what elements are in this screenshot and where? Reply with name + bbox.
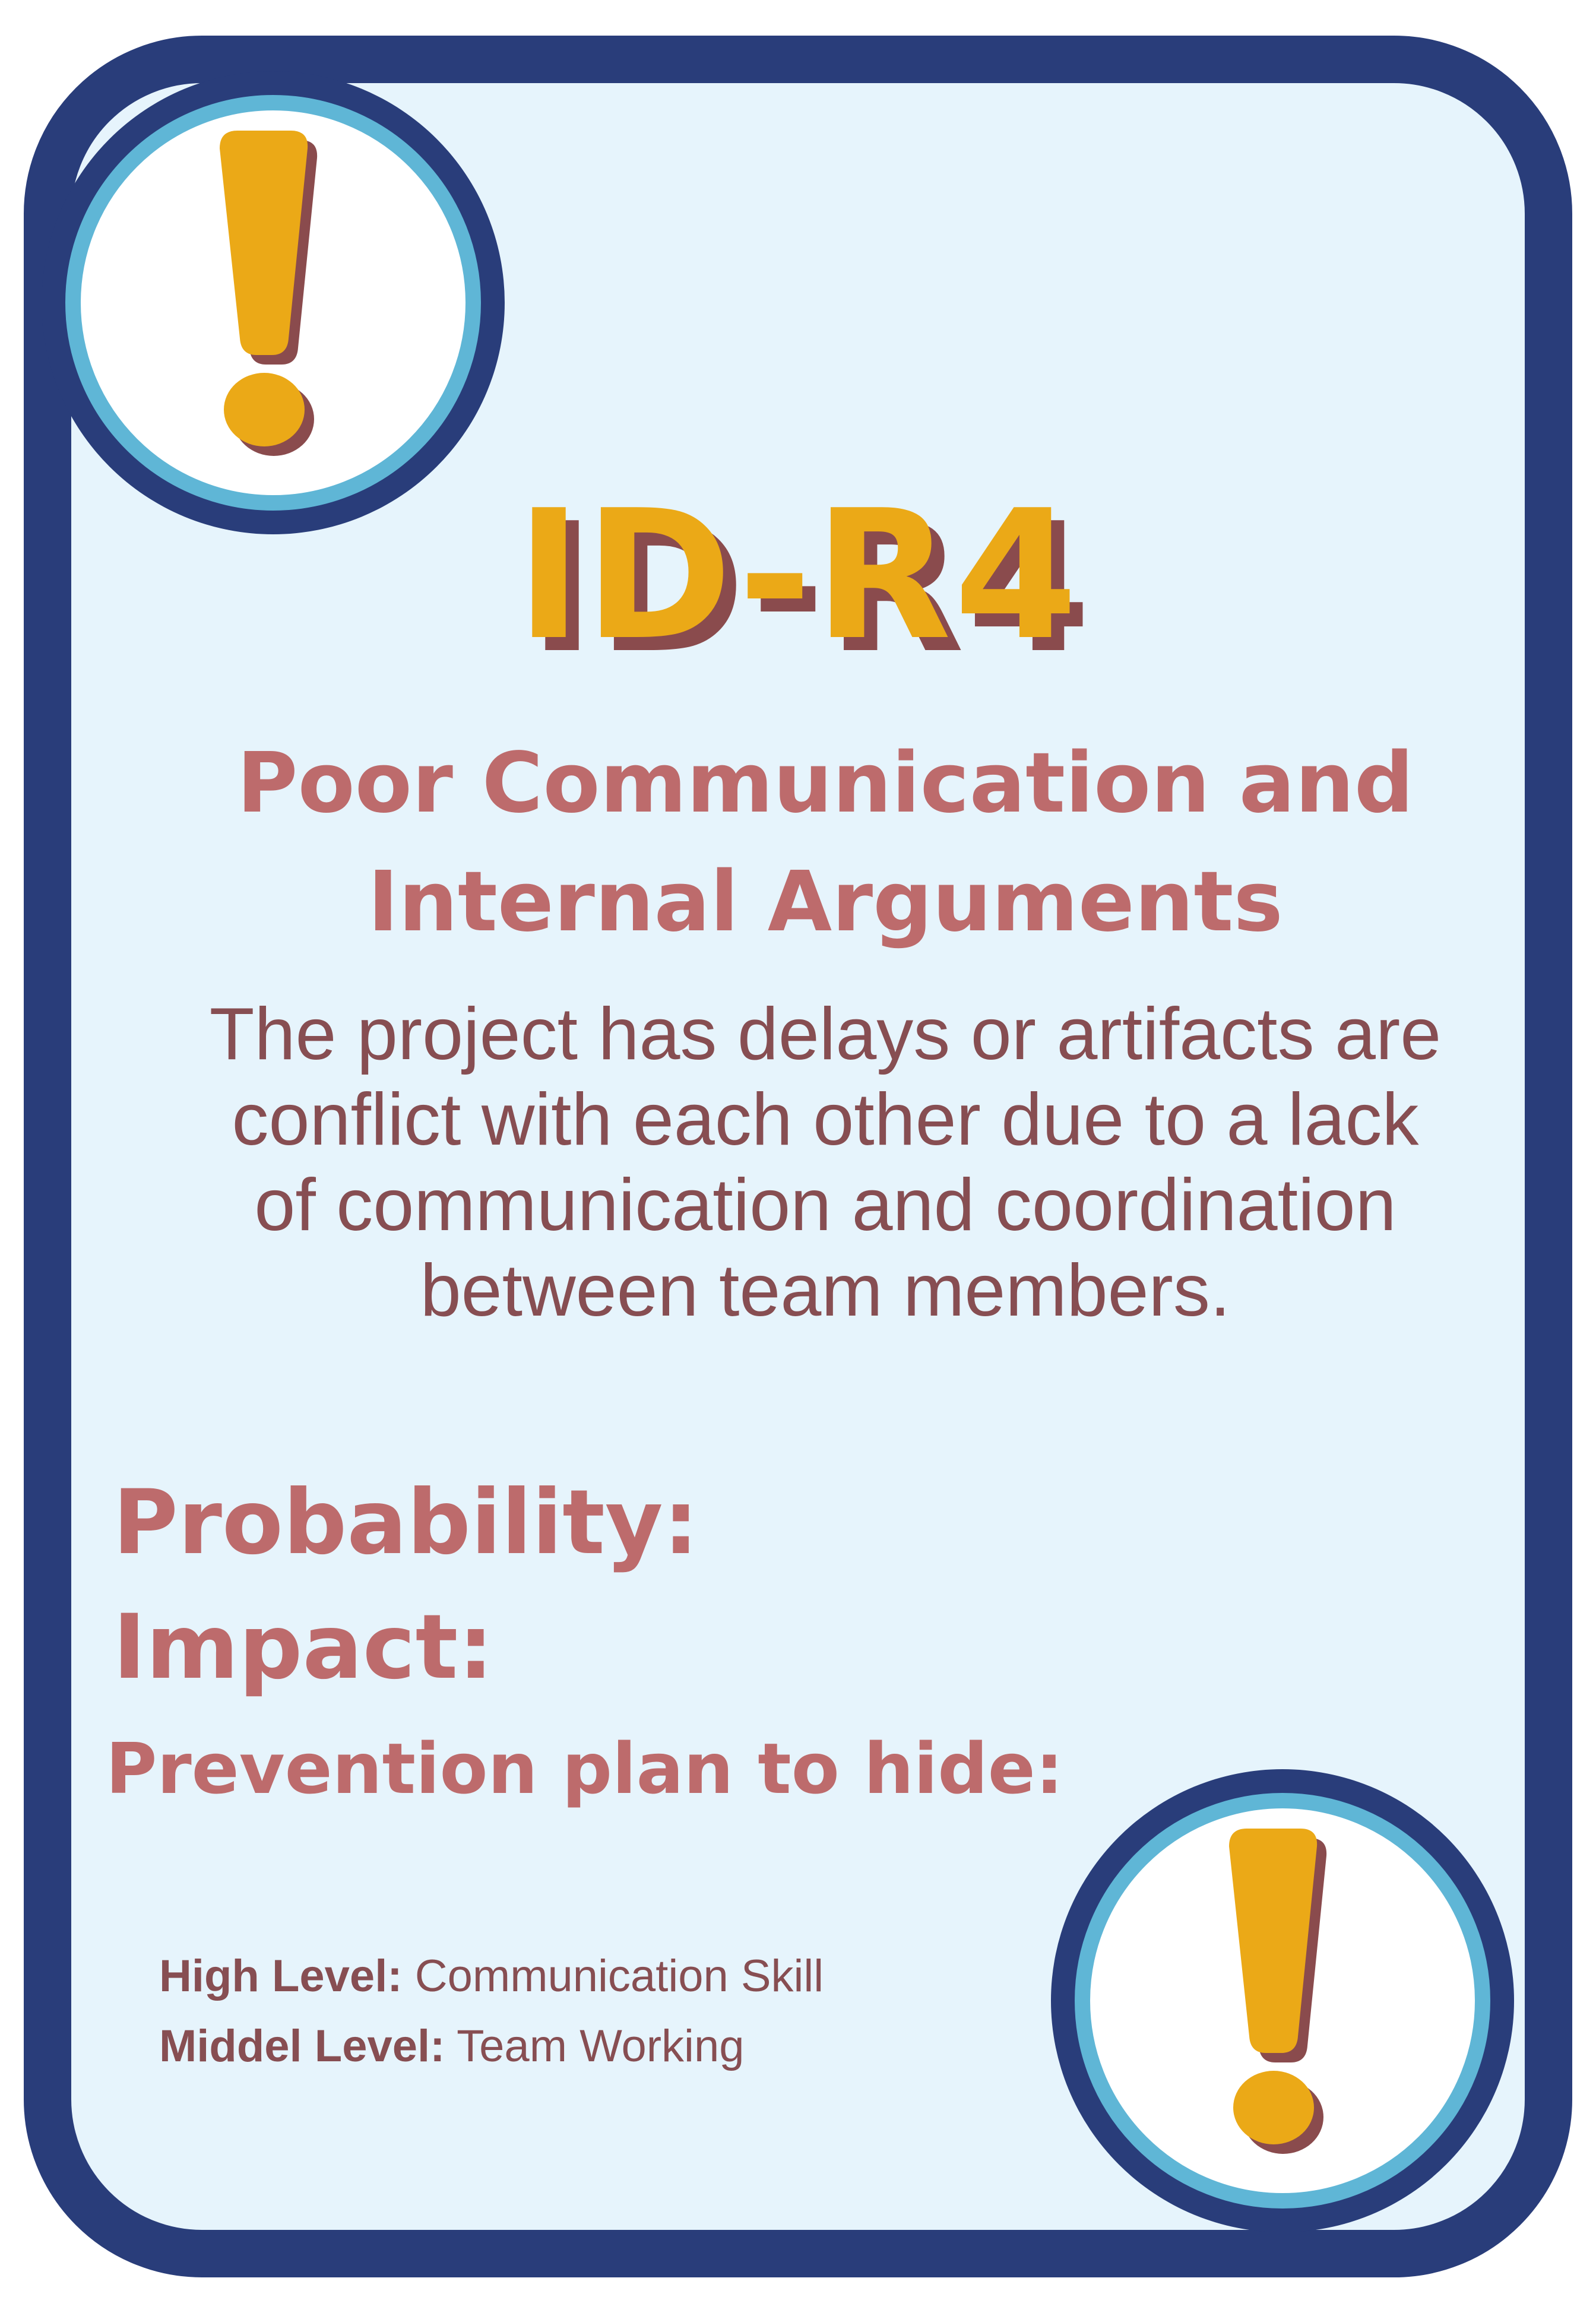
risk-description: The project has delays or artifacts are …: [209, 993, 1442, 1332]
risk-card: [24, 36, 1572, 2277]
level-key: Middel Level:: [159, 2021, 445, 2071]
level-key: High Level:: [159, 1951, 403, 2001]
exclamation-badge-top: [42, 71, 505, 534]
prevention-plan-label: Prevention plan to hide:: [106, 1728, 1063, 1810]
exclamation-icon: [1229, 1829, 1327, 2154]
level-list: High Level: Communication Skill Middel L…: [159, 1941, 824, 2081]
level-value: Team Working: [445, 2021, 745, 2071]
risk-code: ID-R4: [515, 472, 1081, 679]
probability-label: Probability:: [113, 1471, 699, 1574]
middel-level-row: Middel Level: Team Working: [159, 2011, 824, 2081]
high-level-row: High Level: Communication Skill: [159, 1941, 824, 2011]
level-value: Communication Skill: [402, 1951, 824, 2001]
impact-label: Impact:: [113, 1596, 494, 1699]
risk-title-line: Poor Communication and: [236, 735, 1414, 832]
risk-title-line: Internal Arguments: [368, 854, 1283, 950]
exclamation-badge-bottom: [1051, 1769, 1514, 2232]
risk-title: Poor Communication and Internal Argument…: [119, 724, 1532, 962]
exclamation-icon: [220, 131, 318, 456]
